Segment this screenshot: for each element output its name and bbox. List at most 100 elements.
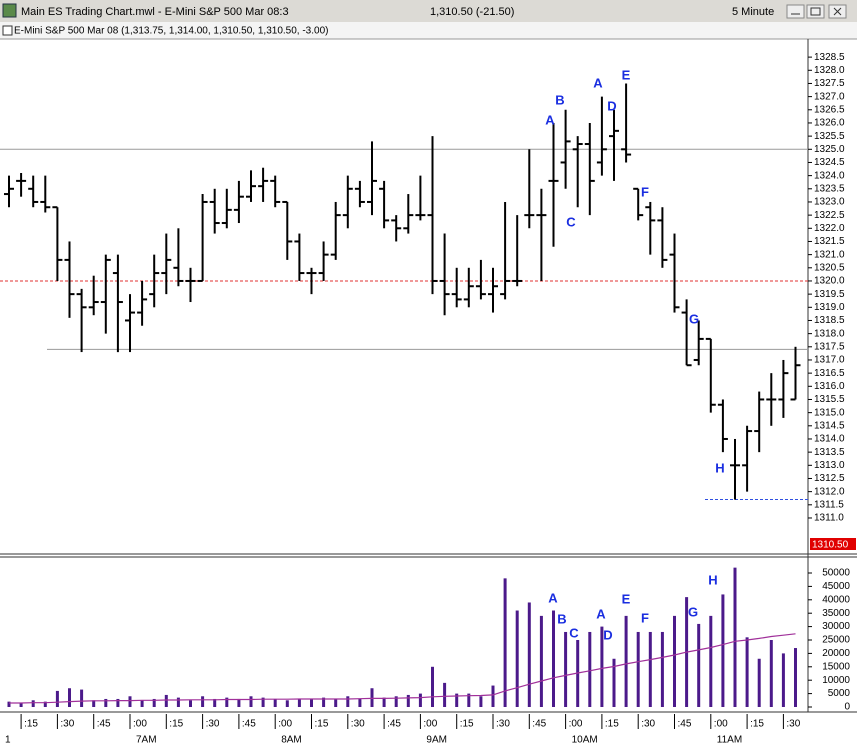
volume-bar (781, 653, 785, 707)
volume-bar (406, 694, 410, 707)
volume-bar (104, 698, 108, 707)
volume-bar (394, 696, 398, 707)
y-tick-label: 1326.0 (814, 118, 845, 129)
x-tick-label: :45 (242, 719, 256, 730)
volume-bar (225, 697, 229, 707)
x-tick-label: :00 (569, 719, 583, 730)
volume-bar (346, 696, 350, 707)
volume-bar (7, 701, 11, 707)
volume-bar (31, 700, 35, 707)
volume-bar (697, 623, 701, 707)
y-tick-label: 1314.0 (814, 434, 845, 445)
hour-label: 1 (5, 735, 11, 746)
volume-bar (43, 701, 47, 707)
y-tick-label: 1323.5 (814, 183, 845, 194)
x-tick-label: :30 (60, 719, 74, 730)
hour-label: 7AM (136, 735, 157, 746)
annotation: F (641, 184, 649, 199)
y-tick-label: 1328.5 (814, 52, 845, 63)
annotation: A (545, 112, 555, 127)
volume-bar (322, 697, 326, 707)
volume-bar (297, 698, 301, 707)
volume-bar (164, 694, 168, 707)
x-tick-label: :45 (97, 719, 111, 730)
quote: 1,310.50 (-21.50) (430, 6, 514, 18)
volume-bar (19, 702, 23, 707)
volume-bar (709, 615, 713, 707)
volume-bar (152, 698, 156, 707)
volume-bar (55, 690, 59, 707)
y-tick-label: 1321.0 (814, 249, 845, 260)
volume-bar (431, 666, 434, 707)
app-icon (2, 3, 17, 18)
annotation: C (569, 625, 579, 640)
subheader-bar (0, 22, 857, 39)
y-tick-label: 1321.5 (814, 236, 845, 247)
x-tick-label: :15 (169, 719, 183, 730)
y-tick-label: 5000 (828, 688, 851, 699)
x-tick-label: :15 (315, 719, 329, 730)
annotation: F (641, 610, 649, 625)
hour-label: 11AM (717, 735, 742, 746)
minimize-button[interactable] (786, 4, 805, 19)
volume-bar (515, 610, 519, 707)
volume-bar (176, 697, 180, 707)
x-tick-label: :30 (641, 719, 655, 730)
volume-bar (588, 631, 592, 707)
annotation: B (557, 611, 566, 626)
y-tick-label: 1313.5 (814, 447, 845, 458)
annotation: G (688, 604, 698, 619)
y-tick-label: 1312.0 (814, 486, 845, 497)
annotation: G (689, 311, 699, 326)
y-tick-label: 1322.0 (814, 223, 845, 234)
volume-bar (600, 626, 604, 707)
y-tick-label: 1328.0 (814, 65, 845, 76)
x-tick-label: :15 (460, 719, 474, 730)
y-tick-label: 35000 (822, 608, 850, 619)
x-tick-label: :15 (750, 719, 764, 730)
y-tick-label: 1313.0 (814, 460, 845, 471)
volume-bar (757, 658, 761, 707)
y-tick-label: 1312.5 (814, 473, 845, 484)
volume-bar (92, 700, 96, 707)
checkbox[interactable] (2, 25, 13, 36)
volume-bar (261, 697, 265, 707)
y-tick-label: 1324.5 (814, 157, 845, 168)
y-tick-label: 1315.5 (814, 394, 845, 405)
x-tick-label: :45 (387, 719, 401, 730)
volume-bar (479, 696, 483, 707)
hour-label: 8AM (281, 735, 302, 746)
x-tick-label: :30 (351, 719, 365, 730)
last-price-box (810, 538, 856, 550)
y-tick-label: 1320.5 (814, 262, 845, 273)
volume-bar (334, 698, 338, 707)
volume-bar (491, 685, 495, 707)
volume-bar (68, 688, 71, 707)
maximize-button[interactable] (806, 4, 825, 19)
volume-bar (418, 693, 422, 707)
y-tick-label: 45000 (822, 581, 850, 592)
x-tick-label: :15 (24, 719, 38, 730)
volume-bar (116, 698, 120, 707)
volume-bar (673, 615, 676, 707)
y-tick-label: 1319.5 (814, 289, 845, 300)
y-tick-label: 1311.0 (814, 513, 844, 524)
volume-bar (80, 689, 84, 707)
y-tick-label: 20000 (822, 648, 850, 659)
subheader: E-Mini S&P 500 Mar 08 (1,313.75, 1,314.0… (14, 26, 328, 37)
window-title: Main ES Trading Chart.mwl - E-Mini S&P 5… (21, 6, 289, 18)
annotation: A (596, 606, 606, 621)
y-tick-label: 1317.0 (814, 355, 845, 366)
y-tick-label: 1325.5 (814, 131, 845, 142)
annotation: H (708, 572, 717, 587)
volume-bar (358, 698, 362, 707)
annotation: C (566, 214, 576, 229)
y-tick-label: 50000 (822, 568, 850, 579)
x-tick-label: :00 (133, 719, 147, 730)
volume-average (9, 633, 796, 704)
y-tick-label: 1316.5 (814, 368, 845, 379)
x-tick-label: :00 (714, 719, 728, 730)
volume-bar (660, 631, 664, 707)
volume-bar (612, 658, 616, 707)
y-tick-label: 1316.0 (814, 381, 845, 392)
